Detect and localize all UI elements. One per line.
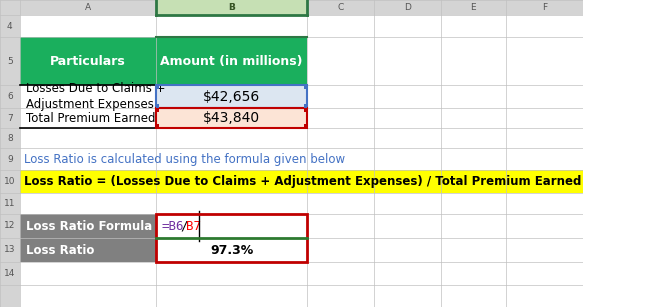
Text: C: C [337,3,344,12]
Bar [0,0,583,15]
Text: $43,840: $43,840 [203,111,260,125]
Bar [156,37,307,85]
Text: /: / [180,220,188,232]
Bar [20,108,156,128]
Text: 8: 8 [7,134,12,142]
Bar [156,108,307,128]
Bar [303,108,307,112]
Text: Loss Ratio: Loss Ratio [26,243,94,257]
Text: Particulars: Particulars [50,55,126,68]
Bar [156,214,307,262]
Bar [20,214,156,238]
Text: Total Premium Earned: Total Premium Earned [26,111,156,125]
Bar [20,170,583,193]
Bar [20,37,156,85]
Bar [303,104,307,108]
Bar [156,0,307,15]
Text: 11: 11 [4,199,16,208]
Text: Loss Ratio Formula: Loss Ratio Formula [26,220,152,232]
Text: Losses Due to Claims +: Losses Due to Claims + [26,82,165,95]
Text: 4: 4 [7,21,12,30]
Text: Loss Ratio = (Losses Due to Claims + Adjustment Expenses) / Total Premium Earned: Loss Ratio = (Losses Due to Claims + Adj… [24,175,581,188]
Bar [156,85,307,108]
Bar [156,214,307,238]
Bar [156,104,160,108]
Text: 12: 12 [4,221,16,231]
Text: D: D [404,3,411,12]
Text: 9: 9 [7,154,12,164]
Text: F: F [542,3,547,12]
Bar [156,85,307,108]
Text: 6: 6 [7,92,12,101]
Bar [303,124,307,128]
Text: B: B [228,3,235,12]
Bar [156,85,160,89]
Bar [20,238,156,262]
Text: Amount (in millions): Amount (in millions) [160,55,303,68]
Text: B: B [228,3,235,12]
Text: E: E [471,3,476,12]
Bar [156,124,160,128]
Text: A: A [84,3,91,12]
Text: 5: 5 [7,56,12,65]
Text: 7: 7 [7,114,12,122]
Bar [156,108,307,128]
Bar [0,15,20,307]
Text: $42,656: $42,656 [203,90,260,103]
Text: 97.3%: 97.3% [210,243,253,257]
Text: Loss Ratio is calculated using the formula given below: Loss Ratio is calculated using the formu… [24,153,345,165]
Text: 10: 10 [4,177,16,186]
Text: 14: 14 [4,269,16,278]
Bar [20,85,156,108]
Text: 13: 13 [4,246,16,255]
Text: B7: B7 [186,220,201,232]
Text: =B6: =B6 [162,220,184,232]
Bar [303,85,307,89]
Bar [156,238,307,262]
Bar [156,108,160,112]
Text: Adjustment Expenses: Adjustment Expenses [26,98,154,111]
